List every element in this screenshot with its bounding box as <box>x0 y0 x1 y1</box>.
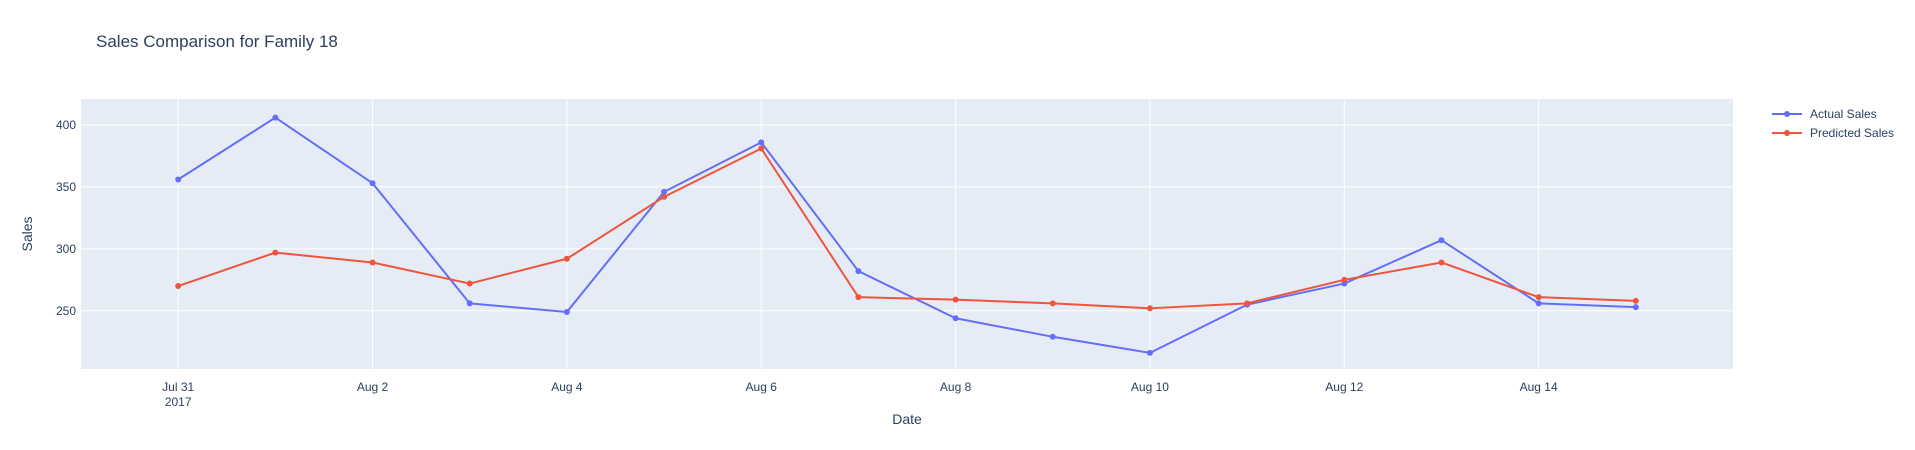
series-layer <box>175 114 1639 356</box>
y-tick-label: 400 <box>56 118 76 132</box>
data-point-predicted-sales <box>563 255 570 262</box>
data-point-predicted-sales <box>175 283 182 290</box>
legend-swatch-marker <box>1784 111 1790 117</box>
data-point-predicted-sales <box>758 145 765 152</box>
x-tick-label: Aug 8 <box>940 380 972 394</box>
x-axis-title: Date <box>892 411 922 427</box>
data-point-predicted-sales <box>1244 300 1251 307</box>
legend-swatch-marker <box>1784 130 1790 136</box>
data-point-actual-sales <box>1632 304 1639 311</box>
data-point-predicted-sales <box>855 294 862 301</box>
data-point-predicted-sales <box>1438 259 1445 266</box>
data-point-actual-sales <box>855 268 862 275</box>
data-point-actual-sales <box>1438 237 1445 244</box>
data-point-predicted-sales <box>1146 305 1153 312</box>
legend-item-predicted-sales[interactable]: Predicted Sales <box>1772 126 1894 140</box>
data-point-actual-sales <box>175 176 182 183</box>
data-point-actual-sales <box>952 315 959 322</box>
x-tick-label: Aug 4 <box>551 380 583 394</box>
y-tick-label: 350 <box>56 180 76 194</box>
data-point-actual-sales <box>1146 349 1153 356</box>
legend[interactable]: Actual Sales Predicted Sales <box>1772 107 1894 140</box>
data-point-actual-sales <box>563 309 570 316</box>
x-tick-label: Jul 31 <box>162 380 194 394</box>
data-point-actual-sales <box>369 180 376 187</box>
legend-item-actual-sales[interactable]: Actual Sales <box>1772 107 1877 121</box>
data-point-predicted-sales <box>661 193 668 200</box>
data-point-actual-sales <box>466 300 473 307</box>
y-axis-title: Sales <box>19 216 35 251</box>
data-point-actual-sales <box>758 139 765 146</box>
x-tick-label: Aug 12 <box>1325 380 1363 394</box>
series-line-actual-sales <box>177 116 1636 354</box>
data-point-predicted-sales <box>952 296 959 303</box>
chart-title: Sales Comparison for Family 18 <box>96 32 338 51</box>
data-point-actual-sales <box>661 188 668 195</box>
plot-area <box>81 99 1733 369</box>
x-tick-sublabel: 2017 <box>165 395 192 409</box>
x-tick-label: Aug 6 <box>746 380 778 394</box>
y-axis: 250 300 350 400 <box>56 118 76 318</box>
series-predicted-sales <box>175 145 1639 312</box>
data-point-actual-sales <box>272 114 279 121</box>
data-point-predicted-sales <box>1535 294 1542 301</box>
data-point-predicted-sales <box>272 249 279 256</box>
data-point-predicted-sales <box>1049 300 1056 307</box>
data-point-predicted-sales <box>1632 297 1639 304</box>
y-tick-label: 250 <box>56 304 76 318</box>
x-tick-label: Aug 14 <box>1520 380 1558 394</box>
x-tick-label: Aug 2 <box>357 380 389 394</box>
grid-layer <box>81 99 1733 369</box>
data-point-predicted-sales <box>369 259 376 266</box>
data-point-predicted-sales <box>466 280 473 287</box>
data-point-actual-sales <box>1535 300 1542 307</box>
data-point-predicted-sales <box>1341 276 1348 283</box>
data-point-actual-sales <box>1049 333 1056 340</box>
legend-label: Actual Sales <box>1810 107 1877 121</box>
series-actual-sales <box>175 114 1639 356</box>
legend-label: Predicted Sales <box>1810 126 1894 140</box>
series-line-predicted-sales <box>177 147 1636 310</box>
y-tick-label: 300 <box>56 242 76 256</box>
x-tick-label: Aug 10 <box>1131 380 1169 394</box>
